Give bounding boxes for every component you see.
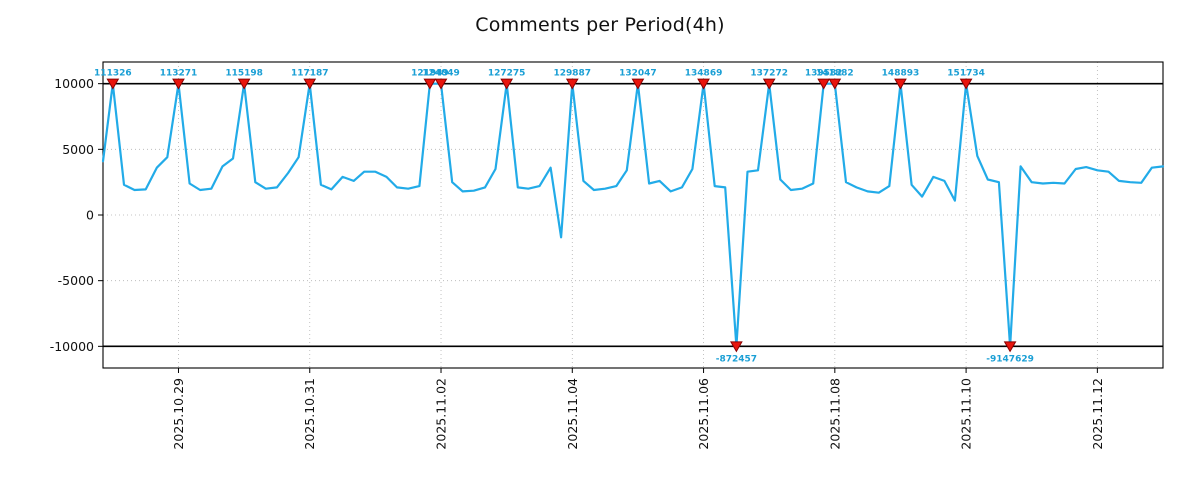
x-tick-label: 2025.11.04	[565, 378, 580, 450]
peak-annotation: 139582	[805, 69, 843, 79]
peak-marker	[631, 78, 645, 90]
peak-annotation: 111326	[94, 69, 132, 79]
y-tick-label: -5000	[58, 273, 94, 288]
peak-marker	[303, 78, 317, 90]
y-tick-label: 10000	[54, 76, 94, 91]
peak-annotation: 134869	[685, 69, 723, 79]
peak-annotation: 115198	[225, 69, 263, 79]
chart-title: Comments per Period(4h)	[475, 14, 725, 36]
peak-annotation: 124049	[422, 69, 460, 79]
peak-marker	[762, 78, 776, 90]
x-tick-label: 2025.10.29	[171, 378, 186, 450]
y-tick-label: -10000	[50, 339, 94, 354]
x-tick-label: 2025.11.02	[434, 378, 449, 450]
peak-annotation: 132047	[619, 69, 657, 79]
x-tick-label: 2025.11.10	[959, 378, 974, 450]
peak-annotation: 113271	[160, 69, 198, 79]
peak-annotation: 148893	[882, 69, 920, 79]
peak-annotation: 129887	[553, 69, 591, 79]
peak-marker	[172, 78, 185, 90]
x-tick-label: 2025.10.31	[302, 378, 317, 450]
x-tick-label: 2025.11.06	[696, 378, 711, 450]
peak-annotation: 121949	[411, 69, 449, 79]
peak-marker	[106, 78, 120, 90]
peak-marker	[959, 78, 973, 90]
peak-annotation: 141882	[816, 69, 854, 79]
trough-annotation: -9147629	[986, 354, 1034, 364]
y-tick-label: 0	[86, 208, 94, 223]
peak-marker	[500, 78, 514, 90]
trough-marker	[730, 341, 743, 353]
trough-annotation: -872457	[716, 354, 757, 364]
peak-annotation: 151734	[947, 69, 985, 79]
peak-marker	[817, 78, 831, 90]
peak-annotation: 137272	[750, 69, 788, 79]
peak-annotation: 117187	[291, 69, 329, 79]
peak-marker	[828, 78, 842, 90]
y-tick-label: 5000	[62, 142, 94, 157]
x-tick-label: 2025.11.08	[827, 378, 842, 450]
peak-annotation: 127275	[488, 69, 526, 79]
trough-marker	[1003, 341, 1017, 353]
data-line	[101, 82, 1165, 348]
x-tick-label: 2025.11.12	[1090, 378, 1105, 450]
peak-marker	[434, 78, 448, 90]
peak-marker	[565, 78, 579, 90]
peak-marker	[894, 78, 907, 90]
peak-marker	[697, 78, 710, 90]
peak-marker	[237, 78, 251, 90]
peak-marker	[423, 78, 437, 90]
